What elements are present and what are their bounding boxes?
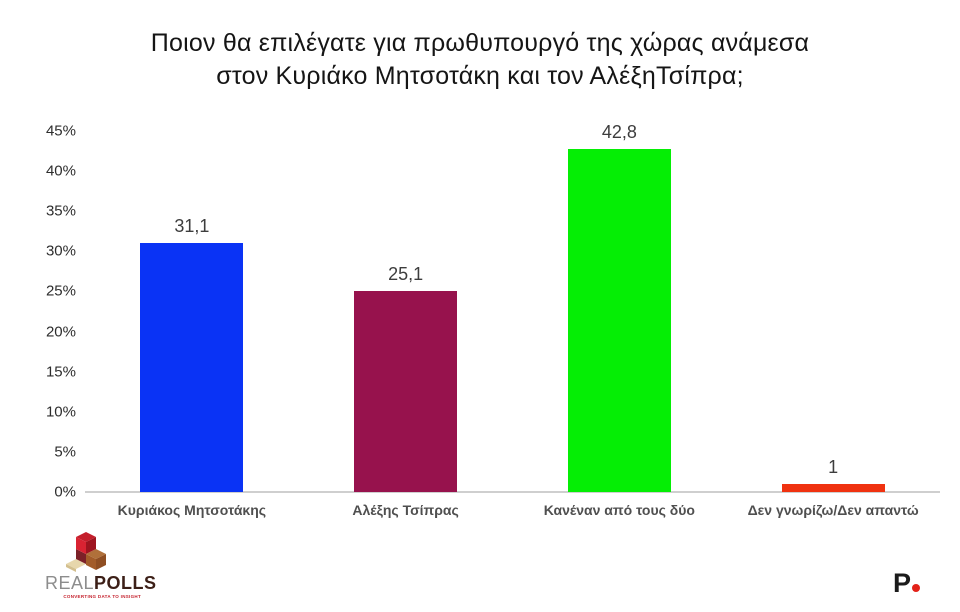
bar-group: 25,1 — [299, 131, 513, 492]
chart-title-line2: στον Κυριάκο Μητσοτάκη και τον ΑλέξηΤσίπ… — [216, 62, 744, 90]
bar-group: 42,8 — [513, 122, 727, 492]
protagon-red-dot-icon — [912, 584, 921, 592]
bar-1: 31,1 — [140, 216, 244, 492]
y-tick-label: 0% — [54, 483, 76, 501]
category-labels: Κυριάκος Μητσοτάκης Αλέξης Τσίπρας Κανέναν… — [85, 502, 940, 518]
x-axis-line — [85, 491, 940, 493]
bar-value-label: 1 — [828, 456, 839, 477]
bar-3: 42,8 — [567, 122, 671, 492]
realpolls-wordmark-real: REAL — [45, 573, 95, 593]
y-tick-label: 5% — [54, 443, 76, 461]
category-label: Αλέξης Τσίπρας — [352, 502, 459, 518]
bar-group: 1 — [726, 131, 940, 492]
bar-group: 31,1 — [85, 131, 299, 492]
bar-2: 25,1 — [354, 264, 458, 492]
bar-value-label: 31,1 — [174, 215, 210, 236]
plot-area: 31,1 25,1 42,8 1 — [85, 122, 940, 493]
bar-value-label: 42,8 — [601, 121, 637, 142]
y-axis: 0% 5% 10% 15% 20% 25% 30% 35% 40% 45% — [0, 123, 76, 501]
y-tick-label: 25% — [45, 282, 76, 300]
bar-chart: 0% 5% 10% 15% 20% 25% 30% 35% 40% 45% 31,1 25,1 42,… — [0, 122, 960, 531]
y-tick-label: 45% — [45, 122, 76, 140]
y-tick-label: 10% — [45, 403, 76, 421]
chart-title-line1: Ποιον θα επιλέγατε για πρωθυπουργό της χ… — [150, 29, 810, 57]
y-tick-label: 30% — [45, 242, 76, 260]
realpolls-logo: REALPOLLS CONVERTING DATA TO INSIGHT — [45, 531, 157, 599]
chart-title: Ποιον θα επιλέγατε για πρωθυπουργό της χ… — [0, 27, 960, 93]
realpolls-wordmark: REALPOLLS — [45, 573, 157, 594]
y-tick-label: 15% — [45, 363, 76, 381]
category-label: Κανέναν από τους δύο — [543, 502, 695, 518]
realpolls-cube-icon — [66, 532, 106, 572]
realpolls-wordmark-polls: POLLS — [94, 573, 157, 593]
y-tick-label: 35% — [45, 202, 76, 220]
category-label: Δεν γνωρίζω/Δεν απαντώ — [747, 502, 919, 518]
y-tick-label: 40% — [45, 162, 76, 180]
bar-4: 1 — [781, 457, 885, 492]
protagon-logo: P — [893, 568, 921, 599]
protagon-letter: P — [893, 568, 912, 598]
bar-value-label: 25,1 — [388, 263, 424, 284]
y-tick-label: 20% — [45, 323, 76, 341]
realpolls-tagline: CONVERTING DATA TO INSIGHT — [63, 594, 141, 599]
category-label: Κυριάκος Μητσοτάκης — [117, 502, 267, 518]
